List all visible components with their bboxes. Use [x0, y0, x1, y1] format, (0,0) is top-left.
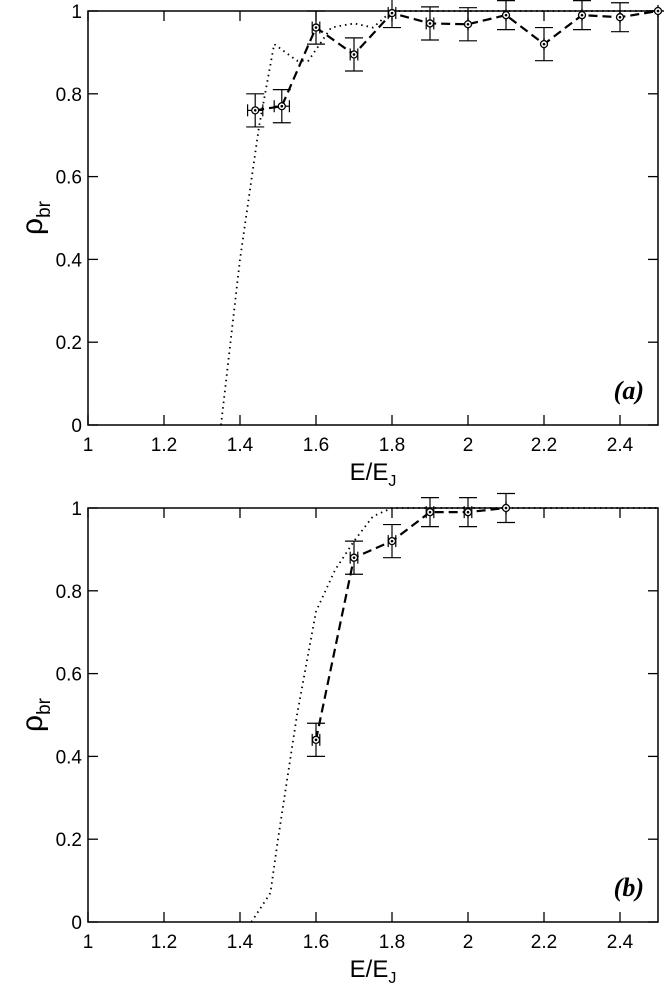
data-line — [250, 507, 658, 923]
y-tick-label: 1 — [71, 499, 82, 520]
y-tick-label: 0.4 — [56, 747, 83, 768]
marker-dot — [352, 556, 356, 559]
marker-dot — [352, 53, 356, 56]
data-line — [255, 9, 659, 112]
marker-dot — [314, 26, 318, 29]
x-tick-label: 2.2 — [531, 932, 557, 953]
y-tick-label: 0.4 — [56, 250, 83, 271]
x-tick-label: 1 — [83, 435, 94, 456]
annotation: (a) — [614, 376, 644, 405]
marker-dot — [618, 15, 622, 19]
y-tick-label: 0.8 — [56, 85, 82, 106]
marker-dot — [390, 539, 394, 543]
x-tick-label: 2 — [463, 932, 474, 953]
x-axis-label-main: E/E — [350, 459, 389, 486]
annotation: (b) — [614, 873, 644, 902]
y-tick-label: 0.6 — [56, 665, 82, 686]
marker-dot — [466, 510, 470, 514]
marker-dot — [280, 104, 284, 108]
x-tick-label: 1.6 — [303, 435, 329, 456]
x-tick-label: 1.6 — [303, 932, 329, 953]
data-line — [314, 506, 507, 741]
marker-dot — [580, 13, 584, 17]
x-axis-label: E/EJ — [350, 956, 397, 987]
x-tick-label: 2.4 — [607, 932, 634, 953]
marker-dot — [314, 738, 318, 742]
y-axis-label-sub: br — [34, 200, 55, 218]
x-tick-label: 2 — [463, 435, 474, 456]
marker-dot — [466, 22, 470, 26]
marker-dot — [656, 9, 660, 13]
x-tick-label: 1.4 — [227, 932, 254, 953]
marker-dot — [428, 510, 432, 514]
x-axis-label-sub: J — [388, 970, 396, 987]
y-tick-label: 0.6 — [56, 168, 82, 189]
marker-dot — [390, 11, 394, 15]
y-tick-label: 1 — [71, 2, 82, 23]
plot-frame — [87, 10, 659, 426]
x-tick-label: 1.8 — [379, 435, 405, 456]
marker-dot — [504, 13, 508, 17]
y-axis-label-main: ρ — [16, 218, 49, 235]
y-tick-label: 0.8 — [56, 582, 82, 603]
x-axis-label-main: E/E — [350, 956, 389, 983]
marker-dot — [428, 22, 432, 25]
y-tick-label: 0.2 — [56, 830, 82, 851]
x-tick-label: 1.8 — [379, 932, 405, 953]
y-tick-label: 0 — [71, 416, 82, 437]
x-axis-label-sub: J — [388, 473, 396, 490]
plot-frame — [87, 507, 659, 923]
x-tick-label: 2.2 — [531, 435, 557, 456]
marker-dot — [253, 109, 257, 112]
y-axis-label: ρbr — [16, 200, 55, 235]
y-axis-label: ρbr — [16, 697, 55, 732]
x-tick-label: 1.2 — [151, 435, 177, 456]
data-line — [220, 10, 658, 426]
x-tick-label: 2.4 — [607, 435, 634, 456]
x-tick-label: 1.4 — [227, 435, 254, 456]
marker-dot — [504, 506, 508, 510]
x-tick-label: 1.2 — [151, 932, 177, 953]
y-axis-label-sub: br — [34, 697, 55, 715]
y-axis-label-main: ρ — [16, 715, 49, 732]
marker-dot — [542, 42, 546, 46]
y-tick-label: 0.2 — [56, 333, 82, 354]
x-tick-label: 1 — [83, 932, 94, 953]
x-axis-label: E/EJ — [350, 459, 397, 490]
y-tick-label: 0 — [71, 913, 82, 934]
